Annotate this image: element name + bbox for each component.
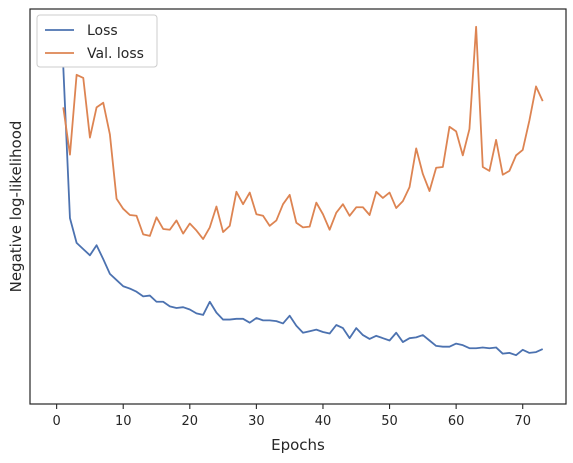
x-tick-label: 30 bbox=[248, 414, 265, 429]
legend-label-loss: Loss bbox=[87, 23, 118, 39]
plot-frame bbox=[29, 8, 567, 405]
series-line-loss bbox=[62, 67, 544, 357]
legend-box bbox=[36, 14, 158, 68]
x-tick-label: 50 bbox=[381, 414, 398, 429]
legend: Loss Val. loss bbox=[36, 14, 158, 68]
x-tick-label: 40 bbox=[315, 414, 332, 429]
x-tick-label: 70 bbox=[514, 414, 531, 429]
legend-label-val-loss: Val. loss bbox=[87, 46, 144, 62]
series-line-val-loss bbox=[62, 25, 544, 240]
series-layer bbox=[62, 25, 544, 357]
x-tick-label: 20 bbox=[182, 414, 199, 429]
x-axis-ticks: 0 10 20 30 40 50 60 70 bbox=[52, 404, 531, 429]
x-tick-label: 10 bbox=[115, 414, 132, 429]
x-tick-label: 0 bbox=[52, 414, 60, 429]
plot-area bbox=[30, 9, 566, 404]
x-tick-label: 60 bbox=[448, 414, 465, 429]
y-axis-label: Negative log-likelihood bbox=[7, 121, 25, 293]
x-axis-label: Epochs bbox=[271, 436, 325, 454]
